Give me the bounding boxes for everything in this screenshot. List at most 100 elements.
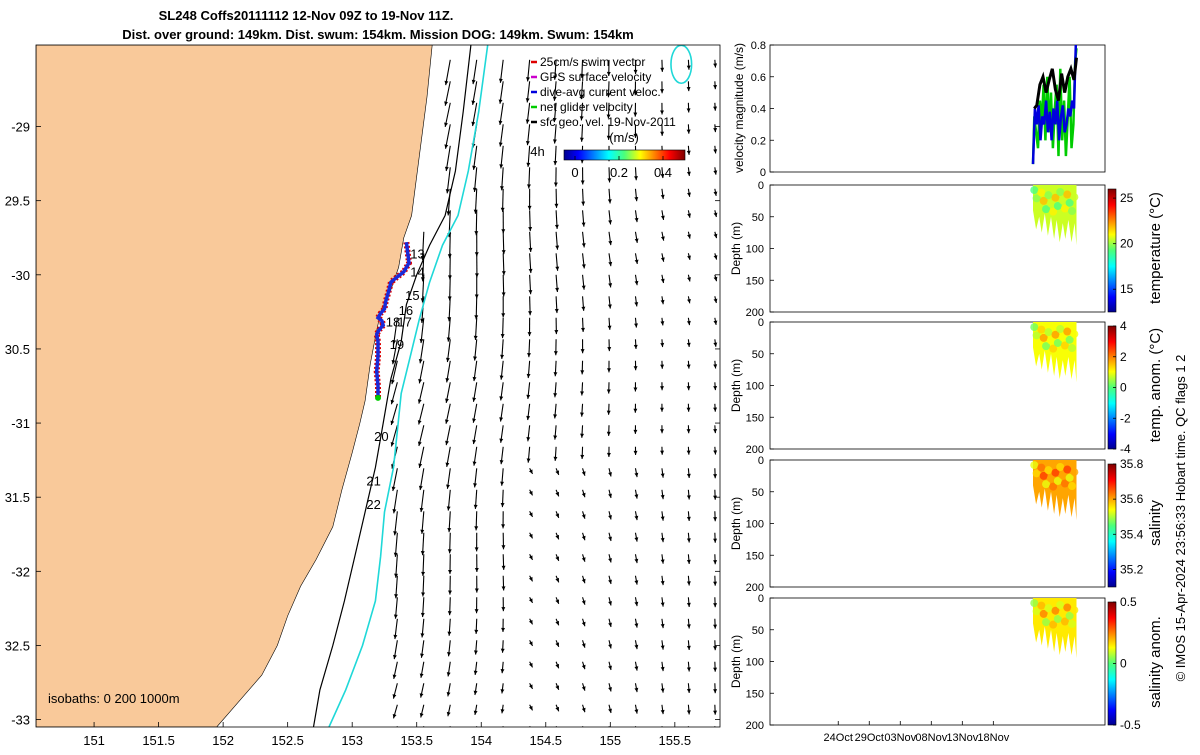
velocity-y-tick-label: 0.8 [751, 40, 766, 52]
section-speckle [1037, 464, 1045, 472]
section-y-tick-label: 100 [746, 519, 764, 531]
velocity-y-tick-label: 0.6 [751, 72, 766, 84]
section-speckle [1056, 325, 1064, 333]
velocity-ylabel: velocity magnitude (m/s) [732, 43, 746, 173]
section-y-tick-label: 150 [746, 688, 764, 700]
section-y-tick-label: 150 [746, 275, 764, 287]
temp-anom-colorbar-label: temp. anom. (°C) [1147, 328, 1164, 442]
section-speckle [1044, 191, 1052, 199]
section-colorbar-tick-label: 25 [1120, 191, 1134, 205]
colorbar-tick-label: 0.4 [654, 165, 672, 180]
colorbar-tick-label: 0.2 [610, 165, 628, 180]
current-vector-head [529, 727, 533, 731]
velocity-y-tick-label: 0.2 [751, 135, 766, 147]
section-speckle [1030, 461, 1038, 469]
section-y-tick-label: 100 [746, 657, 764, 669]
map-x-tick-label: 153 [341, 733, 363, 748]
salinity-colorbar-label: salinity [1147, 500, 1164, 546]
section-y-tick-label: 50 [752, 625, 764, 637]
section-speckle [1056, 463, 1064, 471]
map-y-tick-label: -33 [11, 713, 30, 728]
section-y-tick-label: 0 [758, 317, 764, 329]
time-x-tick-label: 13Nov [946, 732, 978, 744]
section-ylabel: Depth (m) [729, 497, 743, 550]
map-x-tick-label: 152 [212, 733, 234, 748]
legend-label: dive-avg current veloc. [540, 85, 661, 99]
section-speckle [1044, 604, 1052, 612]
temp-anom-panel: temp. anom. (°C) [1147, 328, 1164, 442]
section-colorbar-tick-label: 20 [1120, 237, 1134, 251]
section-y-tick-label: 50 [752, 349, 764, 361]
current-vector-head [393, 734, 397, 738]
section-speckle [1070, 606, 1078, 614]
current-vector [393, 726, 397, 738]
map-y-tick-label: -29 [11, 120, 30, 135]
current-vector-shaft [635, 726, 637, 735]
day-label: 14 [410, 264, 424, 279]
section-speckle [1037, 326, 1045, 334]
section-speckle [1063, 466, 1071, 474]
section-colorbar-tick-label: 0.5 [1120, 595, 1137, 609]
current-vector [447, 726, 451, 736]
time-x-tick-label: 08Nov [915, 732, 947, 744]
map-y-tick-label: -32 [11, 564, 30, 579]
section-speckle [1068, 207, 1076, 215]
section-ylabel: Depth (m) [729, 222, 743, 275]
current-vector-shaft [448, 726, 450, 736]
map-x-tick-label: 155 [599, 733, 621, 748]
section-speckle [1056, 188, 1064, 196]
map-x-tick-label: 153.5 [400, 733, 433, 748]
section-y-tick-label: 0 [758, 180, 764, 192]
current-vector-head [582, 729, 586, 733]
map-y-tick-label: 30.5 [5, 342, 30, 357]
section-speckle [1063, 191, 1071, 199]
section-y-tick-label: 0 [758, 455, 764, 467]
current-vector-head [634, 731, 638, 735]
section-speckle [1070, 330, 1078, 338]
current-vector [634, 726, 638, 735]
section-colorbar-tick-label: 15 [1120, 282, 1134, 296]
map-y-tick-label: -31 [11, 416, 30, 431]
chart-title-line1: SL248 Coffs20111112 12-Nov 09Z to 19-Nov… [159, 8, 454, 23]
section-speckle [1030, 599, 1038, 607]
current-vector [713, 726, 717, 736]
section-panels: temperature (°C) temp. anom. (°C) salini… [729, 180, 1164, 744]
map-x-tick-label: 152.5 [271, 733, 304, 748]
legend-label: 25cm/s swim vector [540, 55, 645, 69]
time-x-tick-label: 03Nov [884, 732, 916, 744]
day-label: 15 [405, 288, 419, 303]
section-y-tick-label: 0 [758, 593, 764, 605]
velocity-panel: 00.20.40.60.8 velocity magnitude (m/s) [732, 40, 1105, 179]
current-vector-head [501, 729, 505, 733]
section-speckle [1070, 193, 1078, 201]
section-colorbar-tick-label: 35.2 [1120, 562, 1144, 576]
section-y-tick-label: 50 [752, 487, 764, 499]
section-colorbar-tick-label: 35.8 [1120, 457, 1144, 471]
colorbar-title: (m/s) [609, 130, 639, 145]
velocity-y-tick-label: 0.4 [751, 104, 766, 116]
section-speckle [1063, 604, 1071, 612]
day-label: 20 [374, 429, 388, 444]
speed-colorbar [564, 150, 685, 160]
section-colorbar-tick-label: -4 [1120, 442, 1131, 456]
legend-label: net glider velocity [540, 100, 633, 114]
section-speckle [1068, 482, 1076, 490]
colorbar-tick-label: 0 [571, 165, 578, 180]
map-x-tick-label: 154.5 [530, 733, 563, 748]
section-speckle [1070, 468, 1078, 476]
section-speckle [1044, 466, 1052, 474]
glider-end-marker [375, 395, 381, 401]
section-speckle [1068, 620, 1076, 628]
map-x-tick-label: 151.5 [142, 733, 175, 748]
section-speckle [1037, 602, 1045, 610]
section-y-tick-label: 150 [746, 550, 764, 562]
section-colorbar-tick-label: 35.4 [1120, 527, 1144, 541]
salinity-anom-colorbar-label: salinity anom. [1147, 616, 1164, 708]
day-label: 21 [366, 473, 380, 488]
temperature-panel: temperature (°C) [1147, 192, 1164, 304]
chart-title-line2: Dist. over ground: 149km. Dist. swum: 15… [122, 27, 634, 42]
